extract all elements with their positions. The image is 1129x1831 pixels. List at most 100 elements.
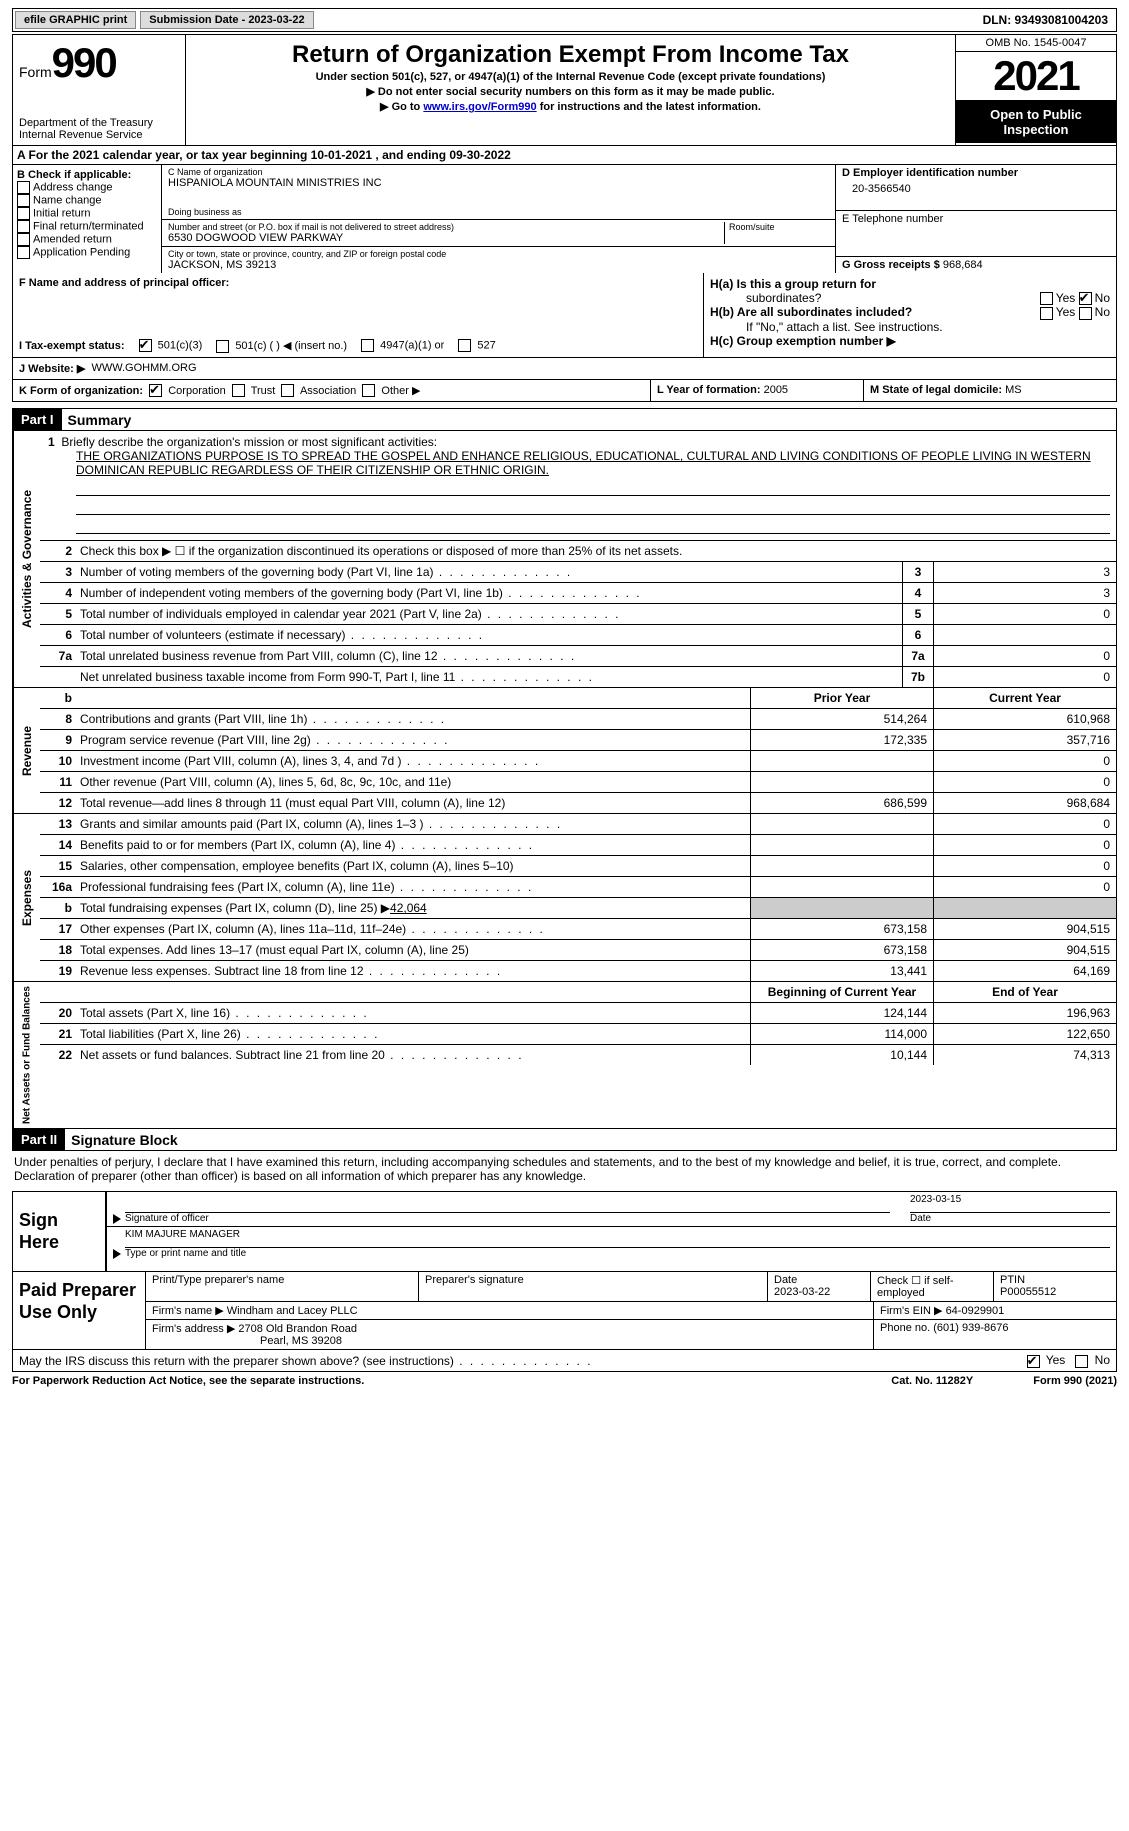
cb-other[interactable] <box>362 384 375 397</box>
submission-date-button[interactable]: Submission Date - 2023-03-22 <box>140 11 313 29</box>
arrow-icon-2 <box>113 1249 121 1259</box>
line-5: Total number of individuals employed in … <box>76 604 902 624</box>
city-label: City or town, state or province, country… <box>168 249 829 259</box>
prep-date: 2023-03-22 <box>774 1286 830 1298</box>
cb-address-change[interactable] <box>17 181 30 194</box>
officer-name-label: Type or print name and title <box>125 1248 1110 1259</box>
inspection-1: Open to Public <box>958 107 1114 122</box>
line-3: Number of voting members of the governin… <box>76 562 902 582</box>
line-14: Benefits paid to or for members (Part IX… <box>76 835 750 855</box>
line-21: Total liabilities (Part X, line 26) <box>76 1024 750 1044</box>
form-title: Return of Organization Exempt From Incom… <box>190 41 951 69</box>
sig-date: 2023-03-15 <box>910 1194 1110 1213</box>
line-6: Total number of volunteers (estimate if … <box>76 625 902 645</box>
declaration-text: Under penalties of perjury, I declare th… <box>12 1151 1117 1187</box>
subtitle-2: ▶ Do not enter social security numbers o… <box>190 85 951 98</box>
firm-phone: (601) 939-8676 <box>933 1322 1008 1334</box>
firm-ein: 64-0929901 <box>946 1305 1005 1317</box>
c21: 122,650 <box>933 1024 1116 1044</box>
sig-date-label: Date <box>910 1213 1110 1224</box>
p20: 124,144 <box>750 1003 933 1023</box>
cb-discuss-yes[interactable] <box>1027 1355 1040 1368</box>
mission-q: Briefly describe the organization's miss… <box>61 435 437 449</box>
cb-final-return[interactable] <box>17 220 30 233</box>
cb-amended[interactable] <box>17 233 30 246</box>
p18: 673,158 <box>750 940 933 960</box>
calendar-year-line: A For the 2021 calendar year, or tax yea… <box>12 146 1117 165</box>
cb-ha-no[interactable] <box>1079 292 1092 305</box>
cb-501c3[interactable] <box>139 339 152 352</box>
part1-title: Summary <box>62 412 132 428</box>
sign-here-label: Sign Here <box>13 1192 105 1271</box>
top-bar: efile GRAPHIC print Submission Date - 20… <box>12 8 1117 32</box>
prep-sig-header: Preparer's signature <box>419 1272 768 1301</box>
e-label: E Telephone number <box>842 213 1110 225</box>
cb-name-change[interactable] <box>17 194 30 207</box>
p11 <box>750 772 933 792</box>
ha-line: H(a) Is this a group return for <box>710 277 1110 291</box>
c18: 904,515 <box>933 940 1116 960</box>
val-6 <box>933 625 1116 645</box>
irs-link[interactable]: www.irs.gov/Form990 <box>423 101 536 113</box>
col-begin: Beginning of Current Year <box>750 982 933 1002</box>
firm-addr2: Pearl, MS 39208 <box>152 1335 342 1347</box>
p9: 172,335 <box>750 730 933 750</box>
form-footer: Form 990 (2021) <box>1033 1375 1117 1387</box>
cb-4947[interactable] <box>361 339 374 352</box>
cb-pending[interactable] <box>17 246 30 259</box>
cb-discuss-no[interactable] <box>1075 1355 1088 1368</box>
room-label: Room/suite <box>729 222 829 232</box>
ptin: P00055512 <box>1000 1286 1056 1298</box>
cb-501c[interactable] <box>216 340 229 353</box>
cb-trust[interactable] <box>232 384 245 397</box>
form-label: Form <box>19 64 52 80</box>
cb-hb-no[interactable] <box>1079 307 1092 320</box>
c12: 968,684 <box>933 793 1116 813</box>
inspection-2: Inspection <box>958 122 1114 137</box>
firm-name: Windham and Lacey PLLC <box>227 1305 358 1317</box>
c13: 0 <box>933 814 1116 834</box>
efile-print-button[interactable]: efile GRAPHIC print <box>15 11 136 29</box>
line-9: Program service revenue (Part VIII, line… <box>76 730 750 750</box>
dept-treasury: Department of the Treasury <box>19 117 179 129</box>
i-label: I Tax-exempt status: <box>19 340 125 352</box>
cb-hb-yes[interactable] <box>1040 307 1053 320</box>
website-value: WWW.GOHMM.ORG <box>91 362 196 375</box>
c19: 64,169 <box>933 961 1116 981</box>
vert-revenue: Revenue <box>13 688 40 813</box>
line-2: Check this box ▶ ☐ if the organization d… <box>76 541 1116 561</box>
line-20: Total assets (Part X, line 16) <box>76 1003 750 1023</box>
line-10: Investment income (Part VIII, column (A)… <box>76 751 750 771</box>
hb-note: If "No," attach a list. See instructions… <box>710 320 1110 334</box>
irs-label: Internal Revenue Service <box>19 129 179 141</box>
p15 <box>750 856 933 876</box>
line-16b: Total fundraising expenses (Part IX, col… <box>76 898 750 918</box>
state-domicile: MS <box>1005 384 1022 396</box>
b-label: B Check if applicable: <box>17 169 157 181</box>
hc-label: H(c) Group exemption number ▶ <box>710 334 896 348</box>
cb-corp[interactable] <box>149 384 162 397</box>
cat-no: Cat. No. 11282Y <box>891 1375 973 1387</box>
p10 <box>750 751 933 771</box>
val-7a: 0 <box>933 646 1116 666</box>
c17: 904,515 <box>933 919 1116 939</box>
cb-initial-return[interactable] <box>17 207 30 220</box>
line-13: Grants and similar amounts paid (Part IX… <box>76 814 750 834</box>
arrow-icon <box>113 1214 121 1224</box>
line-16a: Professional fundraising fees (Part IX, … <box>76 877 750 897</box>
cb-ha-yes[interactable] <box>1040 292 1053 305</box>
sig-officer-label: Signature of officer <box>125 1213 890 1224</box>
p12: 686,599 <box>750 793 933 813</box>
val-5: 0 <box>933 604 1116 624</box>
cb-assoc[interactable] <box>281 384 294 397</box>
cb-527[interactable] <box>458 339 471 352</box>
mission-answer: THE ORGANIZATIONS PURPOSE IS TO SPREAD T… <box>76 449 1110 477</box>
c9: 357,716 <box>933 730 1116 750</box>
p19: 13,441 <box>750 961 933 981</box>
p14 <box>750 835 933 855</box>
year-formation: 2005 <box>764 384 788 396</box>
part2-title: Signature Block <box>65 1132 178 1148</box>
p17: 673,158 <box>750 919 933 939</box>
paid-preparer-label: Paid Preparer Use Only <box>13 1272 145 1349</box>
addr-label: Number and street (or P.O. box if mail i… <box>168 222 724 232</box>
